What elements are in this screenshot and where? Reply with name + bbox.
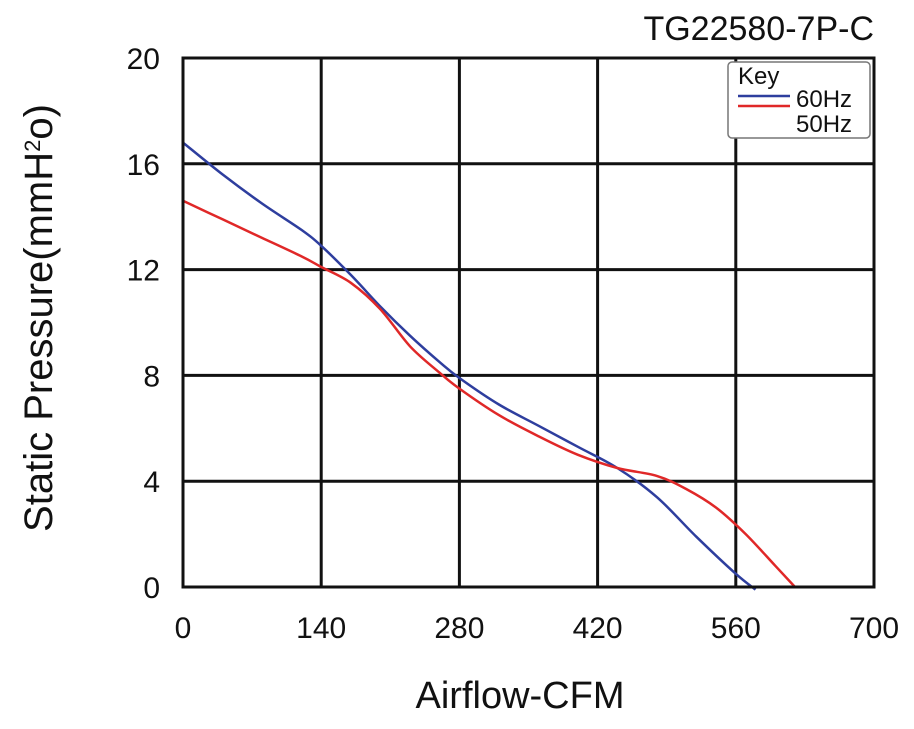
series-line-60hz — [182, 141, 757, 591]
x-tick-label: 700 — [849, 612, 899, 645]
y-axis-label-main: Static Pressure(mmH — [17, 152, 61, 532]
legend-label-60hz: 60Hz — [796, 86, 852, 113]
x-tick-label: 560 — [711, 612, 761, 645]
y-axis-label-end: o) — [17, 104, 61, 140]
series-line-50hz — [182, 199, 796, 588]
x-tick-label: 140 — [296, 612, 346, 645]
chart-title: TG22580-7P-C — [643, 10, 874, 48]
y-axis-label-superscript: 2 — [20, 140, 45, 152]
legend-box — [727, 61, 871, 139]
plot-frame — [181, 56, 876, 589]
series-layer — [182, 141, 796, 591]
y-tick-label: 4 — [143, 466, 160, 499]
y-tick-label: 8 — [143, 360, 160, 393]
legend-label-50hz: 50Hz — [796, 111, 852, 138]
y-tick-label: 0 — [143, 572, 160, 605]
legend-title: Key — [738, 63, 779, 90]
x-tick-label: 420 — [573, 612, 623, 645]
tick-labels: 0 140 280 420 560 700 0 4 8 12 16 20 — [127, 43, 899, 645]
x-axis-label: Airflow-CFM — [416, 675, 625, 717]
y-tick-label: 20 — [127, 43, 160, 76]
y-axis-label: Static Pressure(mmH2o) — [17, 104, 61, 532]
x-tick-label: 0 — [175, 612, 192, 645]
y-tick-label: 16 — [127, 149, 160, 182]
x-tick-label: 280 — [434, 612, 484, 645]
y-tick-label: 12 — [127, 255, 160, 288]
legend: Key 60Hz 50Hz — [727, 61, 871, 139]
